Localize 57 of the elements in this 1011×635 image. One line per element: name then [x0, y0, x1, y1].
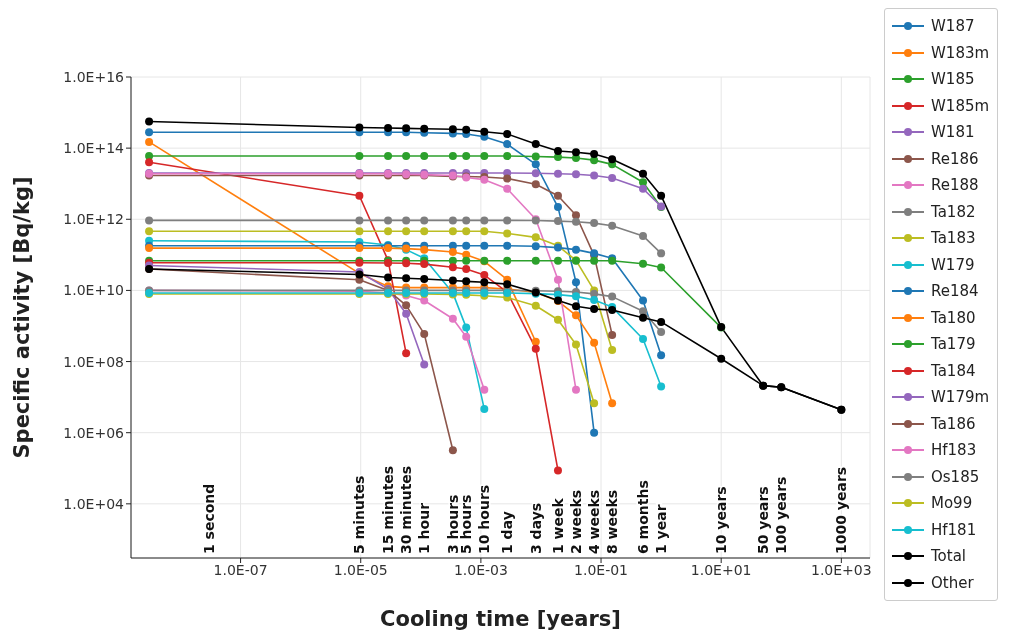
annotation: 4 weeks — [586, 489, 603, 554]
annotation: 5 minutes — [351, 475, 368, 554]
annotation: 3 hours — [444, 494, 461, 554]
legend-label: W181 — [931, 123, 975, 142]
x-tick-label: 1.0E-07 — [213, 561, 268, 578]
legend-label: Ta180 — [931, 308, 976, 327]
annotation: 30 minutes — [398, 465, 415, 554]
annotation: 6 months — [635, 480, 652, 554]
x-tick-label: 1.0E+03 — [811, 561, 872, 578]
legend-label: Hf181 — [931, 520, 977, 539]
legend-label: Re186 — [931, 149, 979, 168]
y-tick-label: 1.0E+08 — [63, 353, 124, 370]
x-axis-title: Cooling time [years] — [380, 607, 621, 631]
legend-label: Ta179 — [931, 335, 976, 354]
annotation: 5 hours — [458, 494, 475, 554]
annotation: 15 minutes — [380, 465, 397, 554]
legend-label: Ta186 — [931, 414, 976, 433]
annotation: 10 hours — [476, 484, 493, 554]
annotation: 8 weeks — [604, 489, 621, 554]
legend-label: Os185 — [931, 467, 980, 486]
legend-label: Ta183 — [931, 229, 976, 248]
y-tick-label: 1.0E+14 — [63, 140, 125, 157]
annotation: 1 year — [653, 504, 670, 554]
x-tick-label: 1.0E-05 — [333, 561, 388, 578]
x-tick-label: 1.0E-01 — [574, 561, 629, 578]
legend-label: Mo99 — [931, 494, 973, 513]
annotation: 10 years — [713, 486, 730, 554]
annotation: 1 second — [201, 483, 218, 554]
legend-label: Hf183 — [931, 441, 977, 460]
legend-label: Total — [931, 547, 967, 566]
y-tick-label: 1.0E+12 — [63, 211, 124, 228]
y-tick-label: 1.0E+06 — [63, 424, 125, 441]
y-axis-title: Specific activity [Bq/kg] — [10, 176, 35, 459]
y-tick-label: 1.0E+10 — [63, 282, 124, 299]
legend-label: Ta182 — [931, 202, 976, 221]
x-tick-label: 1.0E+01 — [690, 561, 752, 578]
annotation: 2 weeks — [567, 489, 584, 554]
annotation: 1 day — [499, 511, 516, 554]
annotation: 1 hour — [416, 502, 433, 554]
legend-label: Re184 — [931, 282, 979, 301]
legend-label: W185 — [931, 70, 975, 89]
legend-label: W179m — [931, 388, 990, 407]
annotation: 50 years — [755, 486, 772, 554]
y-tick-label: 1.0E+16 — [63, 68, 125, 85]
legend-label: Other — [931, 573, 974, 592]
legend-label: W187 — [931, 17, 975, 36]
annotation: 100 years — [773, 476, 790, 554]
annotation: 1000 years — [833, 466, 850, 554]
legend-label: Re188 — [931, 176, 979, 195]
y-tick-label: 1.0E+04 — [63, 495, 125, 512]
x-tick-label: 1.0E-03 — [453, 561, 508, 578]
legend-label: Ta184 — [931, 361, 976, 380]
annotation: 1 week — [549, 497, 566, 554]
legend-label: W185m — [931, 96, 990, 115]
annotation: 3 days — [527, 502, 544, 554]
legend-label: W179 — [931, 255, 975, 274]
legend-label: W183m — [931, 43, 990, 62]
